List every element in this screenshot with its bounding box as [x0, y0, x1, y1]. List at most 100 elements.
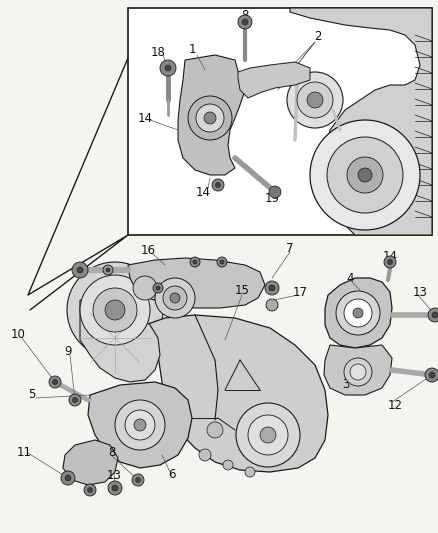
Text: 9: 9: [64, 345, 71, 359]
Circle shape: [306, 92, 322, 108]
Circle shape: [84, 484, 96, 496]
Text: 13: 13: [106, 470, 121, 482]
Circle shape: [335, 291, 379, 335]
Circle shape: [193, 260, 197, 264]
Circle shape: [53, 379, 57, 384]
Circle shape: [428, 372, 434, 378]
Text: 14: 14: [195, 185, 210, 198]
Circle shape: [357, 168, 371, 182]
Circle shape: [244, 467, 254, 477]
Text: 18: 18: [150, 45, 165, 59]
Circle shape: [93, 288, 137, 332]
Text: 17: 17: [292, 286, 307, 298]
Circle shape: [190, 257, 200, 267]
Circle shape: [343, 299, 371, 327]
Text: 14: 14: [381, 249, 396, 262]
Circle shape: [424, 368, 438, 382]
Circle shape: [133, 276, 157, 300]
Text: 10: 10: [11, 328, 25, 342]
Circle shape: [427, 308, 438, 322]
Circle shape: [153, 283, 162, 293]
Circle shape: [241, 19, 247, 25]
Circle shape: [105, 300, 125, 320]
Polygon shape: [290, 8, 431, 235]
Circle shape: [204, 112, 215, 124]
Circle shape: [65, 475, 71, 481]
Polygon shape: [177, 55, 244, 175]
Circle shape: [326, 137, 402, 213]
Circle shape: [135, 478, 140, 482]
Circle shape: [72, 262, 88, 278]
Circle shape: [223, 460, 233, 470]
Circle shape: [346, 157, 382, 193]
Polygon shape: [128, 258, 265, 308]
Text: 19: 19: [264, 191, 279, 205]
Circle shape: [286, 72, 342, 128]
Circle shape: [77, 267, 83, 273]
Circle shape: [165, 65, 171, 71]
Circle shape: [159, 60, 176, 76]
Circle shape: [268, 285, 274, 291]
Circle shape: [352, 308, 362, 318]
Circle shape: [49, 376, 61, 388]
Circle shape: [134, 419, 146, 431]
Text: 5: 5: [28, 389, 35, 401]
Text: 16: 16: [140, 244, 155, 256]
Text: 2: 2: [314, 29, 321, 43]
Circle shape: [108, 481, 122, 495]
Circle shape: [155, 278, 194, 318]
Circle shape: [67, 262, 162, 358]
Text: 12: 12: [387, 400, 402, 413]
Circle shape: [216, 257, 226, 267]
Text: 13: 13: [412, 286, 427, 298]
Circle shape: [212, 179, 223, 191]
Circle shape: [431, 312, 437, 318]
Text: 8: 8: [108, 447, 116, 459]
Circle shape: [265, 299, 277, 311]
Circle shape: [72, 398, 78, 402]
Circle shape: [309, 120, 419, 230]
Circle shape: [115, 400, 165, 450]
Circle shape: [207, 422, 223, 438]
Circle shape: [87, 488, 92, 492]
Circle shape: [80, 275, 150, 345]
Polygon shape: [145, 315, 327, 472]
Circle shape: [198, 449, 211, 461]
Circle shape: [247, 415, 287, 455]
Circle shape: [155, 286, 159, 290]
Text: 1: 1: [188, 43, 195, 55]
Polygon shape: [88, 382, 191, 468]
Polygon shape: [324, 278, 391, 348]
Text: 11: 11: [17, 447, 32, 459]
Circle shape: [112, 485, 118, 491]
Text: 7: 7: [286, 241, 293, 254]
Circle shape: [343, 358, 371, 386]
Circle shape: [162, 286, 187, 310]
Text: 3: 3: [342, 378, 349, 392]
Circle shape: [187, 96, 231, 140]
Circle shape: [195, 104, 223, 132]
Circle shape: [132, 474, 144, 486]
Circle shape: [383, 256, 395, 268]
Circle shape: [170, 293, 180, 303]
Circle shape: [268, 186, 280, 198]
Polygon shape: [237, 62, 309, 98]
Circle shape: [297, 82, 332, 118]
Circle shape: [236, 403, 299, 467]
Circle shape: [387, 260, 392, 264]
Circle shape: [349, 364, 365, 380]
Text: 8: 8: [241, 9, 248, 21]
Circle shape: [265, 281, 279, 295]
Circle shape: [61, 471, 75, 485]
Text: 14: 14: [137, 111, 152, 125]
Text: 15: 15: [234, 284, 249, 296]
Text: 4: 4: [346, 271, 353, 285]
Circle shape: [125, 410, 155, 440]
Text: 6: 6: [168, 469, 175, 481]
Circle shape: [237, 15, 251, 29]
Polygon shape: [323, 345, 391, 395]
Circle shape: [69, 394, 81, 406]
Circle shape: [215, 182, 220, 188]
Bar: [128, 8, 431, 235]
Circle shape: [103, 265, 113, 275]
